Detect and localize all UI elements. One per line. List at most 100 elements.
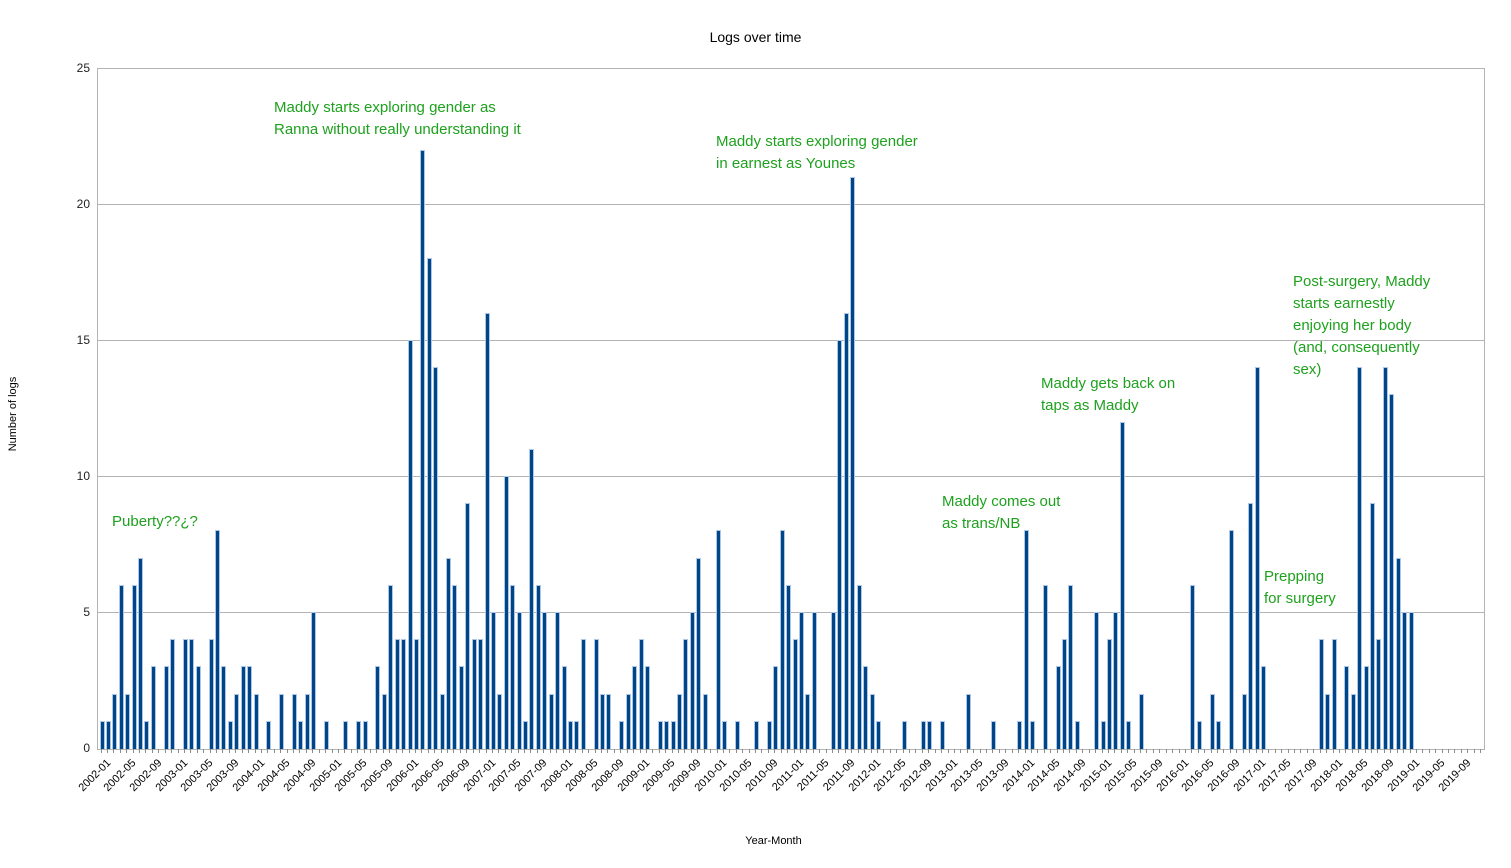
bar-2015-03 [1113,612,1119,749]
x-tick [562,749,564,753]
bar-2016-04 [1196,720,1202,749]
x-tick [915,749,917,753]
x-tick [613,749,615,753]
bar-2002-09 [150,666,156,749]
bar-2011-11 [856,584,862,749]
bar-2006-07 [446,557,451,749]
bar-2002-04 [118,584,124,749]
x-tick [575,749,577,753]
x-tick [331,749,333,753]
x-tick [1467,749,1469,753]
bar-2010-11 [779,530,785,749]
bar-2018-08 [1376,639,1382,749]
annotation-taps: Maddy gets back on taps as Maddy [1041,375,1176,414]
x-tick [716,749,718,753]
x-tick [896,749,898,753]
x-tick [485,749,487,753]
x-tick [1396,749,1398,753]
bar-2010-09 [766,720,772,749]
bar-2009-02 [644,666,650,749]
x-tick [684,749,686,753]
x-tick [1415,749,1417,753]
x-tick [414,749,416,753]
bar-2002-02 [105,720,111,749]
bar-2004-01 [253,693,259,749]
x-tick [280,749,282,753]
x-tick [1088,749,1090,753]
bar-2018-09 [1382,367,1388,749]
x-tick [1351,749,1353,753]
bar-2010-07 [754,720,759,749]
x-tick [530,749,532,753]
y-axis-title: Number of logs [7,376,19,452]
bar-2006-04 [426,258,432,749]
x-tick [1249,749,1251,753]
x-tick [1082,749,1084,753]
x-tick [171,749,173,753]
x-tick [703,749,705,753]
x-tick [1409,749,1411,753]
bar-2008-04 [580,639,586,749]
x-tick [1236,749,1238,753]
x-tick [748,749,750,753]
annotation-puberty: Puberty??¿? [112,513,198,530]
annotation-younes: Maddy starts exploring gender in earnest… [716,133,918,172]
chart-title: Logs over time [709,29,802,45]
x-tick [427,749,429,753]
x-tick [902,749,904,753]
x-tick [889,749,891,753]
bar-2003-02 [182,639,188,749]
bar-2007-09 [535,584,541,749]
bar-2013-08 [991,720,997,749]
x-tick [344,749,346,753]
x-tick [1069,749,1071,753]
bar-2011-09 [843,312,849,749]
x-tick [305,749,307,753]
x-tick [568,749,570,753]
bar-2014-08 [1068,584,1074,749]
gridline-y-15 [98,340,1484,341]
bar-2011-01 [792,639,798,749]
bar-2003-04 [195,666,201,749]
bar-2015-04 [1119,421,1125,749]
x-tick [787,749,789,753]
x-tick [722,749,724,753]
x-tick [318,749,320,753]
x-tick [1127,749,1129,753]
bar-2004-10 [311,612,317,749]
bar-2003-06 [208,639,214,749]
bar-2006-11 [471,639,477,749]
bar-2018-06 [1363,666,1369,749]
x-tick [941,749,943,753]
bar-2013-12 [1017,720,1023,749]
x-tick [960,749,962,753]
x-tick [216,749,217,753]
x-tick [363,749,365,753]
x-tick [286,749,288,753]
x-tick [376,749,378,753]
x-tick [799,749,801,753]
x-tick [1326,749,1328,753]
x-tick [389,749,391,753]
x-tick [658,749,660,753]
x-tick [1018,749,1020,753]
bar-2004-09 [304,693,310,749]
x-tick [260,749,262,753]
bar-2012-10 [927,720,933,749]
x-tick [812,749,814,753]
bar-2008-12 [632,666,638,749]
bar-2007-12 [555,612,561,749]
x-tick [947,749,949,753]
x-tick [825,749,827,753]
x-tick [293,749,294,753]
x-tick [524,749,525,753]
x-tick [633,749,635,753]
bar-2014-09 [1074,720,1080,749]
x-tick [241,749,243,753]
x-tick [1107,749,1109,753]
x-tick [998,749,1000,753]
x-tick [1146,749,1148,753]
bar-2016-03 [1190,584,1196,749]
x-tick [325,749,327,753]
x-tick [806,749,808,753]
